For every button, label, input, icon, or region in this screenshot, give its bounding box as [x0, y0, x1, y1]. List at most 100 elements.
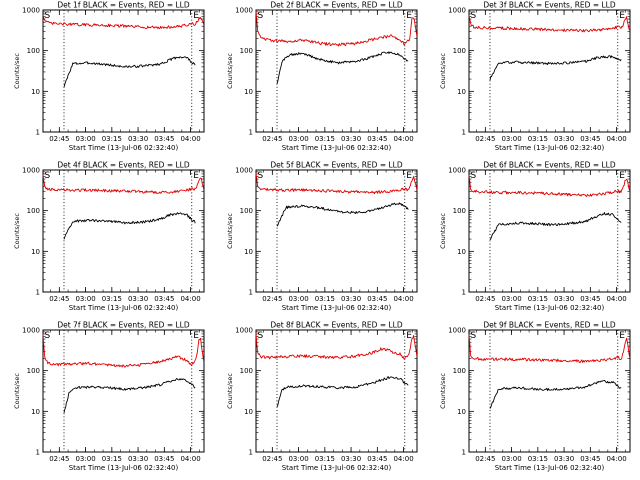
y-tick-label: 1000 — [22, 327, 40, 335]
y-tick-label: 1 — [36, 449, 40, 457]
detector-chart: Det 6f BLACK = Events, RED = LLD 1 10 100 10… — [439, 161, 631, 312]
events-series-line — [63, 377, 196, 414]
lld-series-line — [468, 15, 630, 33]
y-axis-label: Counts/sec — [226, 53, 234, 89]
plot-frame — [468, 9, 631, 133]
y-tick-label: 100 — [240, 207, 253, 215]
detector-panel: Det 4f BLACK = Events, RED = LLD 1 10 100 10… — [0, 160, 213, 320]
y-tick-label: 10 — [244, 88, 253, 96]
lld-series-line — [42, 333, 205, 368]
detector-chart: Det 5f BLACK = Events, RED = LLD 1 10 100 10… — [226, 161, 418, 312]
y-tick-label: 10 — [457, 408, 466, 416]
events-series-line — [63, 212, 196, 240]
x-tick-label: 03:45 — [367, 295, 387, 303]
x-tick-label: 03:30 — [128, 455, 148, 463]
y-axis-label: Counts/sec — [439, 53, 447, 89]
start-marker-label: S — [471, 11, 477, 21]
y-tick-label: 1000 — [22, 167, 40, 175]
y-axis-label: Counts/sec — [226, 213, 234, 249]
end-marker-label: E — [193, 11, 199, 21]
start-marker-label: S — [258, 11, 264, 21]
y-axis-label: Counts/sec — [13, 213, 21, 249]
y-tick-label: 100 — [27, 47, 40, 55]
events-series-line — [276, 202, 409, 227]
y-tick-label: 1 — [462, 449, 466, 457]
x-axis-label: Start Time (13-Jul-06 02:32:40) — [282, 304, 392, 312]
x-tick-label: 03:15 — [528, 135, 548, 143]
detector-chart: Det 4f BLACK = Events, RED = LLD 1 10 100 10… — [13, 161, 205, 312]
y-tick-label: 100 — [27, 207, 40, 215]
lld-series-line — [255, 11, 418, 47]
x-axis-label: Start Time (13-Jul-06 02:32:40) — [69, 144, 179, 152]
start-marker-label: S — [258, 171, 264, 181]
y-tick-label: 10 — [244, 248, 253, 256]
x-axis-label: Start Time (13-Jul-06 02:32:40) — [282, 464, 392, 472]
y-tick-label: 100 — [453, 367, 466, 375]
x-tick-label: 03:00 — [75, 295, 95, 303]
y-tick-label: 10 — [457, 88, 466, 96]
x-tick-label: 03:00 — [75, 455, 95, 463]
x-axis-label: Start Time (13-Jul-06 02:32:40) — [495, 464, 605, 472]
x-tick-label: 03:15 — [315, 295, 335, 303]
events-series-line — [63, 56, 196, 88]
detector-panel: Det 7f BLACK = Events, RED = LLD 1 10 100 10… — [0, 320, 213, 480]
y-tick-label: 10 — [457, 248, 466, 256]
x-tick-label: 03:00 — [288, 455, 308, 463]
chart-title: Det 5f BLACK = Events, RED = LLD — [270, 161, 403, 170]
detector-chart: Det 9f BLACK = Events, RED = LLD 1 10 100 10… — [439, 321, 631, 472]
detector-chart: Det 8f BLACK = Events, RED = LLD 1 10 100 10… — [226, 321, 418, 472]
start-marker-label: S — [258, 331, 264, 341]
x-tick-label: 04:00 — [180, 455, 200, 463]
x-tick-label: 03:30 — [341, 295, 361, 303]
start-marker-label: S — [471, 171, 477, 181]
lld-series-line — [42, 14, 205, 30]
x-tick-label: 03:00 — [501, 135, 521, 143]
y-tick-label: 10 — [31, 248, 40, 256]
plot-frame — [255, 169, 418, 293]
y-tick-label: 1 — [249, 289, 253, 297]
y-tick-label: 1 — [249, 449, 253, 457]
y-tick-label: 1000 — [235, 7, 253, 15]
x-tick-label: 02:45 — [475, 295, 495, 303]
y-tick-label: 100 — [240, 367, 253, 375]
events-series-line — [489, 212, 622, 241]
x-tick-label: 04:00 — [606, 295, 626, 303]
chart-title: Det 8f BLACK = Events, RED = LLD — [270, 321, 403, 330]
y-axis-label: Counts/sec — [439, 373, 447, 409]
x-tick-label: 03:45 — [580, 455, 600, 463]
x-axis-label: Start Time (13-Jul-06 02:32:40) — [69, 464, 179, 472]
chart-title: Det 3f BLACK = Events, RED = LLD — [483, 1, 616, 10]
x-tick-label: 03:30 — [341, 455, 361, 463]
x-axis-label: Start Time (13-Jul-06 02:32:40) — [495, 144, 605, 152]
chart-title: Det 7f BLACK = Events, RED = LLD — [57, 321, 190, 330]
x-tick-label: 03:45 — [154, 135, 174, 143]
x-tick-label: 03:15 — [528, 455, 548, 463]
end-marker-label: E — [619, 171, 625, 181]
chart-title: Det 4f BLACK = Events, RED = LLD — [57, 161, 190, 170]
x-tick-label: 03:45 — [367, 135, 387, 143]
x-tick-label: 03:15 — [315, 135, 335, 143]
detector-panel: Det 5f BLACK = Events, RED = LLD 1 10 100 10… — [213, 160, 426, 320]
plot-frame — [468, 329, 631, 453]
x-tick-label: 03:45 — [580, 295, 600, 303]
x-tick-label: 02:45 — [49, 295, 69, 303]
detector-chart: Det 7f BLACK = Events, RED = LLD 1 10 100 10… — [13, 321, 205, 472]
plot-frame — [42, 329, 205, 453]
x-tick-label: 03:00 — [75, 135, 95, 143]
x-tick-label: 04:00 — [393, 455, 413, 463]
events-series-line — [489, 379, 622, 409]
x-tick-label: 03:00 — [501, 455, 521, 463]
lld-series-line — [468, 174, 631, 197]
x-tick-label: 03:30 — [554, 135, 574, 143]
y-tick-label: 100 — [453, 47, 466, 55]
x-tick-label: 04:00 — [606, 135, 626, 143]
x-tick-label: 03:15 — [528, 295, 548, 303]
events-series-line — [489, 55, 622, 81]
y-tick-label: 1 — [462, 289, 466, 297]
events-series-line — [276, 51, 409, 85]
plot-frame — [468, 169, 631, 293]
end-marker-label: E — [619, 11, 625, 21]
detector-panel: Det 9f BLACK = Events, RED = LLD 1 10 100 10… — [426, 320, 639, 480]
x-tick-label: 04:00 — [180, 135, 200, 143]
